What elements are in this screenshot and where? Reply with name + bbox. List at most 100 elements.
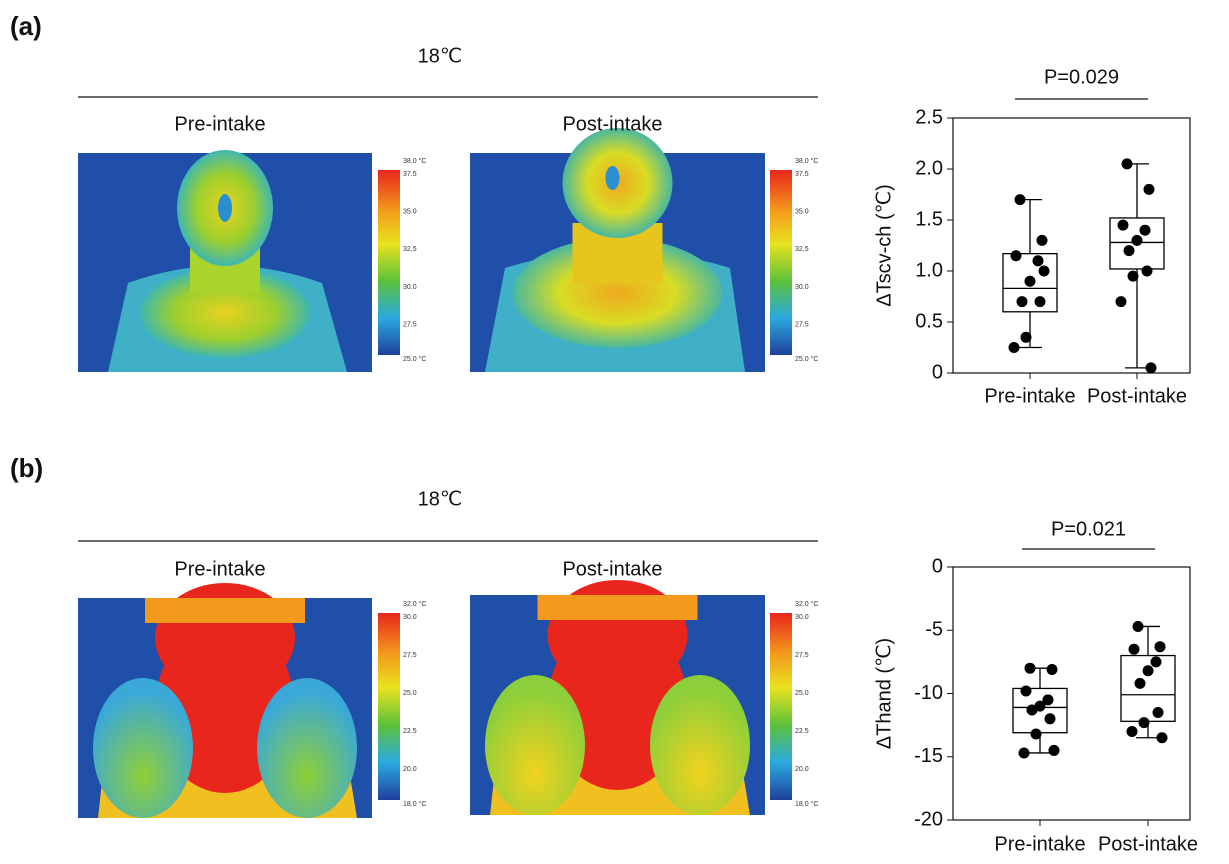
data-point [1009, 342, 1020, 353]
data-point [1015, 194, 1026, 205]
colorbar-label: 35.0 [795, 209, 809, 216]
data-point [1116, 296, 1127, 307]
image-caption: Post-intake [562, 113, 662, 135]
data-point [1037, 235, 1048, 246]
data-point [1144, 184, 1155, 195]
colorbar-label: 25.0 [403, 690, 417, 697]
nose [218, 194, 232, 222]
colorbar-label: 37.5 [403, 171, 417, 178]
data-point [1122, 158, 1133, 169]
p-value: P=0.029 [1044, 66, 1119, 88]
data-point [1033, 255, 1044, 266]
y-tick-label: 2.0 [915, 157, 943, 179]
data-point [1011, 250, 1022, 261]
data-point [1140, 225, 1151, 236]
data-point [1017, 296, 1028, 307]
data-point [1025, 663, 1036, 674]
colorbar-label: 32.0 °C [403, 600, 426, 608]
colorbar-label: 27.5 [403, 652, 417, 659]
figure: (a) (b) 18℃ 18℃ Pre-intake 38.0 °C 37.5 35.… [0, 0, 1229, 859]
y-tick-label: 0.5 [915, 310, 943, 332]
data-point [1153, 707, 1164, 718]
image-caption: Pre-intake [174, 113, 265, 135]
data-point [1035, 296, 1046, 307]
y-tick-label: 2.5 [915, 106, 943, 128]
y-tick-label: -20 [914, 808, 943, 830]
data-point [1143, 665, 1154, 676]
hair [538, 595, 698, 620]
colorbar-label: 27.5 [403, 321, 417, 328]
data-point [1021, 332, 1032, 343]
colorbar-label: 25.0 °C [403, 355, 426, 363]
thermal-image [470, 128, 765, 372]
colorbar-label: 30.0 [795, 614, 809, 621]
data-point [1142, 266, 1153, 277]
condition: 18℃ [418, 45, 463, 67]
image-caption: Post-intake [562, 558, 662, 580]
left-hand [485, 675, 585, 815]
y-axis-label: ΔThand (℃) [873, 638, 895, 749]
colorbar-label: 27.5 [795, 321, 809, 328]
image-caption: Pre-intake [174, 558, 265, 580]
data-point [1031, 728, 1042, 739]
colorbar-label: 22.5 [795, 728, 809, 735]
y-tick-label: -15 [914, 745, 943, 767]
panel-label: (a) [10, 11, 42, 41]
y-tick-label: 0 [932, 361, 943, 383]
data-point [1132, 235, 1143, 246]
colorbar [378, 170, 400, 355]
data-point [1019, 747, 1030, 758]
colorbar-label: 38.0 °C [795, 157, 818, 165]
colorbar [378, 613, 400, 800]
right-hand [650, 675, 750, 815]
data-point [1139, 717, 1150, 728]
panel-label: (b) [10, 453, 43, 483]
hair [145, 598, 305, 623]
colorbar-label: 25.0 °C [795, 355, 818, 363]
colorbar-label: 35.0 [403, 209, 417, 216]
y-tick-label: -10 [914, 682, 943, 704]
thermal-image [470, 580, 765, 815]
colorbar-label: 18.0 °C [795, 800, 818, 808]
thermal-image [78, 150, 372, 372]
data-point [1021, 685, 1032, 696]
thermal-image [78, 583, 372, 818]
x-tick-label: Pre-intake [984, 385, 1075, 407]
data-point [1133, 621, 1144, 632]
colorbar-label: 30.0 [403, 614, 417, 621]
data-point [1124, 245, 1135, 256]
data-point [1027, 704, 1038, 715]
colorbar-label: 20.0 [403, 766, 417, 773]
data-point [1151, 656, 1162, 667]
y-tick-label: 1.5 [915, 208, 943, 230]
data-point [1157, 732, 1168, 743]
colorbar [770, 613, 792, 800]
colorbar-label: 20.0 [795, 766, 809, 773]
data-point [1135, 678, 1146, 689]
y-axis-label: ΔTscv-ch (℃) [873, 184, 895, 306]
data-point [1047, 664, 1058, 675]
x-tick-label: Post-intake [1087, 385, 1187, 407]
colorbar-label: 32.5 [403, 246, 417, 253]
data-point [1146, 362, 1157, 373]
y-tick-label: 0 [932, 555, 943, 577]
colorbar-label: 27.5 [795, 652, 809, 659]
data-point [1045, 713, 1056, 724]
data-point [1118, 220, 1129, 231]
colorbar-label: 18.0 °C [403, 800, 426, 808]
y-tick-label: 1.0 [915, 259, 943, 281]
data-point [1127, 726, 1138, 737]
colorbar-label: 22.5 [403, 728, 417, 735]
right-hand [257, 678, 357, 818]
condition: 18℃ [418, 488, 463, 510]
y-tick-label: -5 [925, 619, 943, 641]
data-point [1025, 276, 1036, 287]
x-tick-label: Pre-intake [994, 833, 1085, 855]
colorbar-label: 30.0 [403, 284, 417, 291]
x-tick-label: Post-intake [1098, 833, 1198, 855]
data-point [1128, 271, 1139, 282]
nose [606, 166, 620, 190]
data-point [1129, 644, 1140, 655]
colorbar [770, 170, 792, 355]
p-value: P=0.021 [1051, 518, 1126, 540]
